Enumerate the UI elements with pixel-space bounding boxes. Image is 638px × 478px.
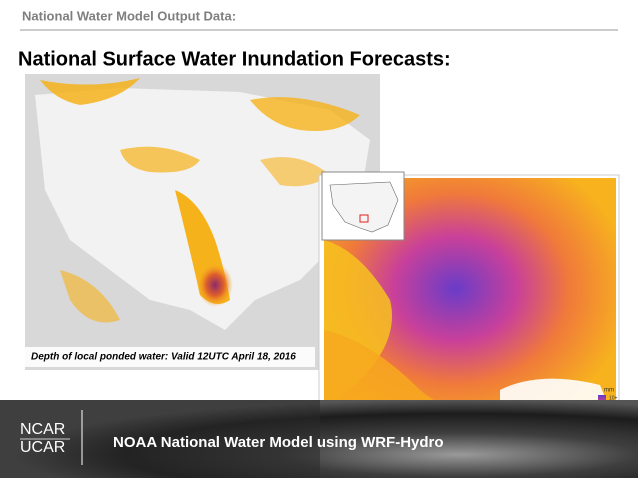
footer: NCAR UCAR NOAA National Water Model usin…	[0, 400, 638, 478]
section-header: National Water Model Output Data:	[22, 8, 236, 23]
texas-detail-map: mm 10+ 0	[318, 171, 620, 428]
footer-tagline: NOAA National Water Model using WRF-Hydr…	[113, 434, 444, 451]
map-caption: Depth of local ponded water: Valid 12UTC…	[31, 352, 296, 363]
conus-map: Depth of local ponded water: Valid 12UTC…	[25, 74, 380, 370]
legend-unit: mm	[604, 388, 614, 394]
legend-max: 10+	[609, 395, 618, 401]
logo-ucar: UCAR	[20, 439, 65, 456]
slide-title: National Surface Water Inundation Foreca…	[18, 48, 451, 70]
logo-ncar: NCAR	[20, 421, 65, 438]
